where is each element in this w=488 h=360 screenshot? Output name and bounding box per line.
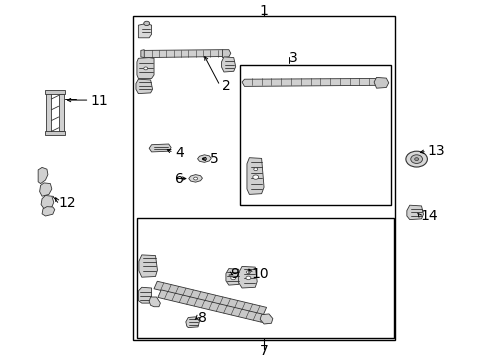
Text: 1: 1 — [259, 4, 268, 18]
Polygon shape — [45, 131, 64, 135]
Circle shape — [252, 175, 258, 179]
Circle shape — [143, 21, 149, 26]
Polygon shape — [142, 50, 224, 58]
Polygon shape — [406, 205, 423, 220]
Polygon shape — [185, 317, 199, 328]
Circle shape — [245, 276, 250, 280]
Circle shape — [410, 155, 422, 163]
Polygon shape — [238, 266, 257, 288]
Text: 2: 2 — [222, 80, 231, 93]
Polygon shape — [59, 94, 63, 131]
Polygon shape — [197, 155, 211, 162]
Text: 5: 5 — [210, 152, 219, 166]
Text: 9: 9 — [229, 267, 238, 280]
Polygon shape — [137, 58, 154, 78]
Text: 12: 12 — [59, 197, 76, 210]
Polygon shape — [139, 255, 157, 277]
Polygon shape — [45, 90, 64, 94]
Polygon shape — [138, 23, 151, 38]
Polygon shape — [221, 57, 235, 72]
Circle shape — [193, 177, 197, 180]
Polygon shape — [246, 158, 264, 194]
Polygon shape — [373, 77, 388, 88]
Polygon shape — [260, 314, 272, 324]
Bar — [239, 65, 390, 205]
Polygon shape — [158, 290, 270, 324]
Circle shape — [143, 67, 147, 70]
Polygon shape — [38, 167, 48, 184]
Polygon shape — [40, 183, 52, 196]
Polygon shape — [46, 92, 51, 133]
Circle shape — [253, 168, 257, 171]
Text: 13: 13 — [427, 144, 445, 158]
Circle shape — [202, 157, 206, 160]
Text: 14: 14 — [420, 209, 437, 223]
Polygon shape — [136, 79, 152, 94]
Text: 6: 6 — [175, 172, 183, 186]
Polygon shape — [141, 50, 144, 58]
Polygon shape — [242, 78, 378, 86]
Text: 3: 3 — [288, 51, 297, 64]
Polygon shape — [149, 144, 171, 152]
Circle shape — [414, 158, 418, 161]
Polygon shape — [154, 281, 266, 315]
Bar — [137, 218, 393, 338]
Polygon shape — [138, 287, 151, 303]
Bar — [133, 16, 394, 340]
Text: 4: 4 — [175, 146, 183, 160]
Circle shape — [405, 151, 427, 167]
Circle shape — [230, 276, 235, 280]
Polygon shape — [42, 207, 55, 216]
Text: 7: 7 — [259, 344, 268, 358]
Polygon shape — [41, 195, 54, 209]
Circle shape — [246, 271, 250, 274]
Polygon shape — [225, 269, 240, 285]
Text: 11: 11 — [90, 94, 108, 108]
Text: 10: 10 — [251, 267, 269, 280]
Polygon shape — [222, 50, 230, 58]
Text: 8: 8 — [198, 311, 206, 324]
Polygon shape — [188, 175, 202, 182]
Polygon shape — [149, 297, 160, 307]
